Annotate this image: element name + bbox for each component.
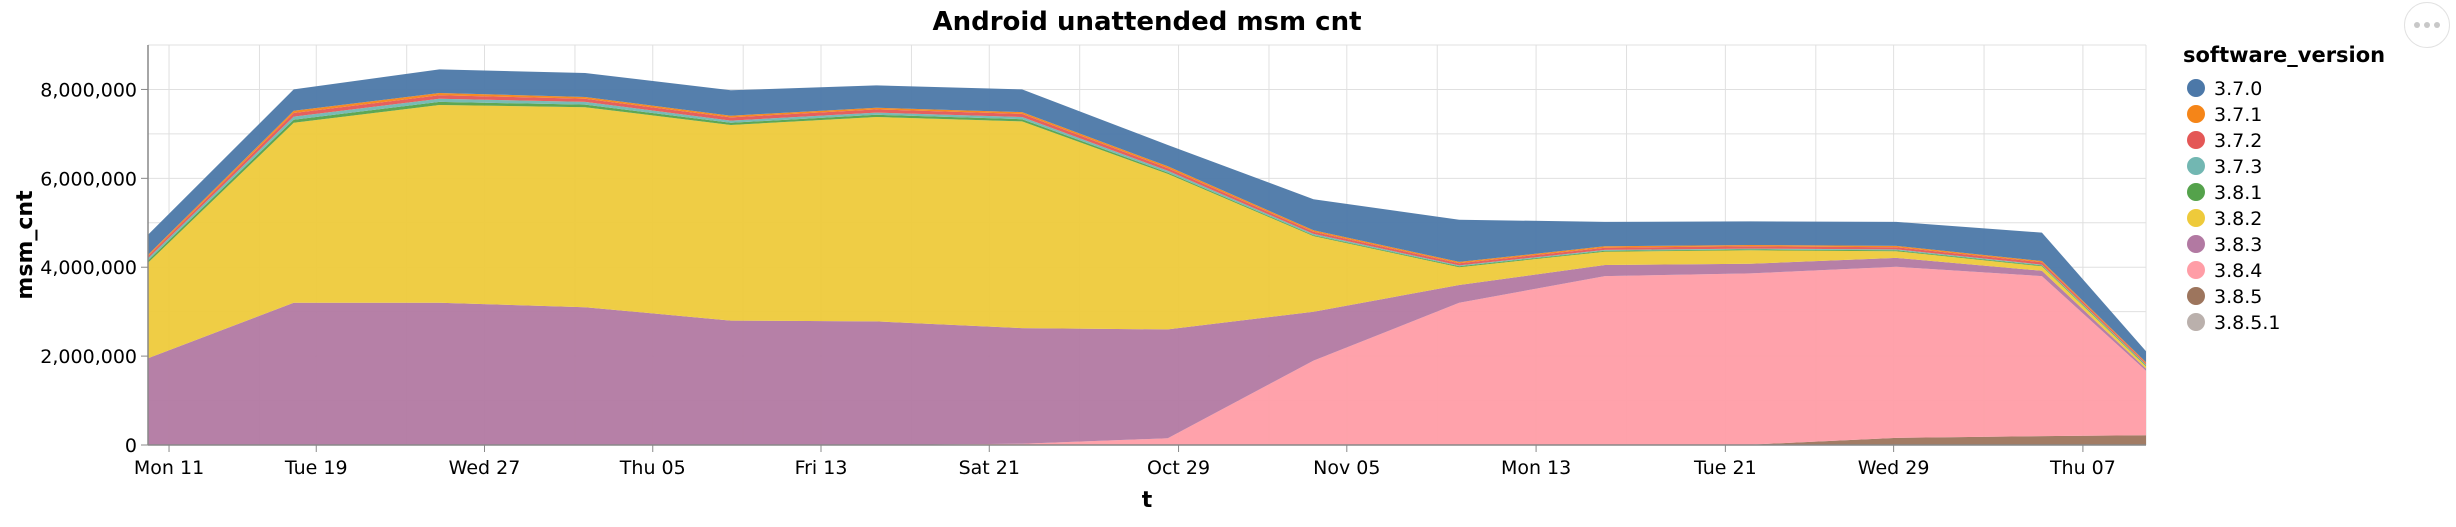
legend-swatch [2187,313,2205,331]
y-axis-title: msm_cnt [13,190,38,300]
y-tick-label: 4,000,000 [40,257,137,279]
x-tick-label: Thu 05 [619,457,686,479]
legend-swatch [2187,157,2205,175]
legend-label: 3.8.2 [2214,208,2262,230]
x-tick-label: Tue 21 [1693,457,1757,479]
y-ticks: 0 2,000,000 4,000,000 6,000,000 8,000,000 [40,79,148,457]
more-dots-icon [2414,22,2420,28]
x-tick-label: Nov 05 [1313,457,1380,479]
y-tick-label: 2,000,000 [40,346,137,368]
legend-label: 3.8.1 [2214,182,2262,204]
legend-label: 3.8.3 [2214,234,2262,256]
legend-label: 3.7.0 [2214,78,2262,100]
legend-label: 3.8.4 [2214,260,2262,282]
legend-swatch [2187,183,2205,201]
y-tick-label: 0 [125,435,137,457]
legend-swatch [2187,131,2205,149]
x-ticks: Mon 11 Tue 19 Wed 27 Thu 05 Fri 13 Sat 21 Oct … [134,445,2116,479]
legend-swatch [2187,209,2205,227]
chart-actions-menu-button[interactable] [2404,2,2450,48]
legend-label: 3.7.1 [2214,104,2262,126]
x-tick-label: Oct 29 [1147,457,1210,479]
x-tick-label: Wed 27 [449,457,521,479]
legend-label: 3.8.5 [2214,286,2262,308]
area-series-3-8-5[interactable] [148,435,2146,445]
x-tick-label: Tue 19 [284,457,348,479]
legend-label: 3.7.3 [2214,156,2262,178]
legend-swatch [2187,79,2205,97]
legend-swatch [2187,287,2205,305]
area-series-3-8-4[interactable] [148,266,2146,445]
legend-swatch [2187,261,2205,279]
chart-title: Android unattended msm cnt [932,7,1361,37]
y-tick-label: 6,000,000 [40,168,137,190]
area-series-3-8-2[interactable] [148,105,2146,369]
area-series-3-8-3[interactable] [148,257,2146,445]
x-axis-title: t [1142,488,1153,513]
legend: software_version 3.7.0 3.7.1 3.7.2 3.7.3 3.8… [2183,43,2385,334]
y-tick-label: 8,000,000 [40,79,137,101]
legend-swatch [2187,105,2205,123]
legend-label: 3.8.5.1 [2214,312,2280,334]
x-tick-label: Fri 13 [795,457,848,479]
x-tick-label: Sat 21 [959,457,1020,479]
x-tick-label: Mon 11 [134,457,204,479]
legend-label: 3.7.2 [2214,130,2262,152]
area-series [148,69,2146,445]
x-tick-label: Mon 13 [1501,457,1571,479]
x-tick-label: Wed 29 [1858,457,1930,479]
area-series-3-7-0[interactable] [148,69,2146,363]
x-tick-label: Thu 07 [2049,457,2116,479]
legend-swatch [2187,235,2205,253]
axes [147,45,2146,446]
legend-title: software_version [2183,43,2385,67]
